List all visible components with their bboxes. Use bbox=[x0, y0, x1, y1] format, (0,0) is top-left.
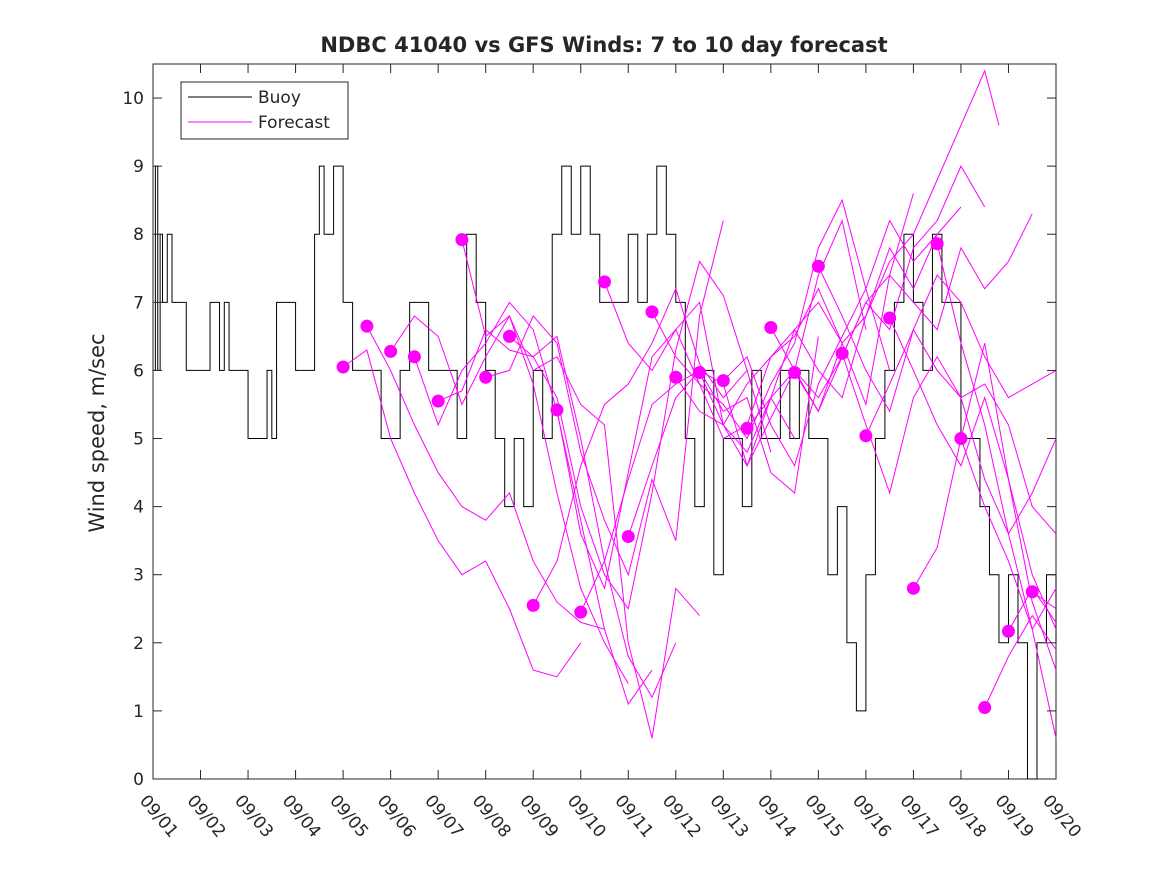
y-tick-label: 2 bbox=[133, 634, 144, 654]
forecast-point bbox=[693, 365, 707, 379]
forecast-point bbox=[645, 305, 659, 319]
forecast-line bbox=[865, 328, 1057, 535]
legend-buoy-label: Buoy bbox=[258, 88, 301, 108]
forecast-initial-points bbox=[336, 233, 1039, 714]
forecast-line bbox=[413, 301, 653, 706]
forecast-point bbox=[716, 374, 730, 388]
forecast-series bbox=[342, 69, 1057, 739]
forecast-point bbox=[407, 350, 421, 364]
forecast-line bbox=[912, 343, 1057, 671]
y-axis: 0 1 2 3 4 5 6 7 8 9 10 bbox=[122, 89, 1056, 790]
forecast-line bbox=[889, 317, 1057, 630]
forecast-point bbox=[502, 329, 516, 343]
forecast-point bbox=[930, 237, 944, 251]
forecast-line bbox=[841, 353, 1057, 535]
forecast-point bbox=[1025, 585, 1039, 599]
forecast-line bbox=[936, 243, 1057, 739]
legend-forecast-label: Forecast bbox=[258, 113, 330, 133]
y-tick-label: 1 bbox=[133, 702, 144, 722]
forecast-line bbox=[794, 213, 1033, 413]
forecast-point bbox=[550, 403, 564, 417]
forecast-point bbox=[384, 344, 398, 358]
forecast-point bbox=[883, 311, 897, 325]
y-tick-label: 3 bbox=[133, 566, 144, 586]
forecast-point bbox=[455, 233, 469, 247]
forecast-line bbox=[342, 349, 582, 678]
y-tick-label: 6 bbox=[133, 361, 144, 381]
forecast-point bbox=[811, 259, 825, 273]
y-tick-label: 0 bbox=[133, 770, 144, 790]
legend-box bbox=[180, 81, 349, 140]
y-tick-label: 8 bbox=[133, 225, 144, 245]
y-tick-label: 5 bbox=[133, 430, 144, 450]
y-tick-label: 7 bbox=[133, 293, 144, 313]
y-tick-label: 9 bbox=[133, 157, 144, 177]
forecast-point bbox=[740, 421, 754, 435]
legend: Buoy Forecast bbox=[180, 81, 349, 140]
forecast-point bbox=[360, 319, 374, 333]
chart-title: NDBC 41040 vs GFS Winds: 7 to 10 day for… bbox=[320, 33, 887, 57]
forecast-line bbox=[984, 614, 1057, 708]
forecast-point bbox=[835, 346, 849, 360]
forecast-line bbox=[817, 266, 1057, 413]
buoy-series bbox=[153, 165, 1057, 780]
forecast-line bbox=[366, 325, 605, 630]
forecast-line bbox=[722, 206, 962, 468]
forecast-point bbox=[336, 360, 350, 374]
forecast-line bbox=[509, 260, 748, 611]
forecast-line bbox=[485, 220, 724, 577]
forecast-point bbox=[859, 429, 873, 443]
forecast-point bbox=[479, 370, 493, 384]
forecast-line bbox=[437, 328, 677, 699]
forecast-line bbox=[461, 239, 700, 739]
buoy-line bbox=[153, 165, 1057, 780]
forecast-point bbox=[526, 598, 540, 612]
forecast-point bbox=[669, 370, 683, 384]
forecast-point bbox=[906, 581, 920, 595]
forecast-point bbox=[764, 321, 778, 335]
forecast-line bbox=[651, 198, 891, 440]
plot-area bbox=[152, 63, 1057, 780]
forecast-line bbox=[532, 287, 772, 606]
forecast-point bbox=[788, 365, 802, 379]
y-tick-label: 10 bbox=[122, 89, 144, 109]
y-axis-label: Wind speed, m/sec bbox=[85, 333, 109, 532]
forecast-line bbox=[699, 234, 938, 467]
y-tick-label: 4 bbox=[133, 498, 144, 518]
forecast-point bbox=[1001, 624, 1015, 638]
forecast-point bbox=[574, 605, 588, 619]
forecast-point bbox=[978, 701, 992, 714]
forecast-line bbox=[960, 438, 1057, 631]
forecast-point bbox=[621, 530, 635, 544]
forecast-point bbox=[954, 432, 968, 446]
forecast-point bbox=[431, 394, 445, 408]
forecast-point bbox=[598, 275, 611, 289]
